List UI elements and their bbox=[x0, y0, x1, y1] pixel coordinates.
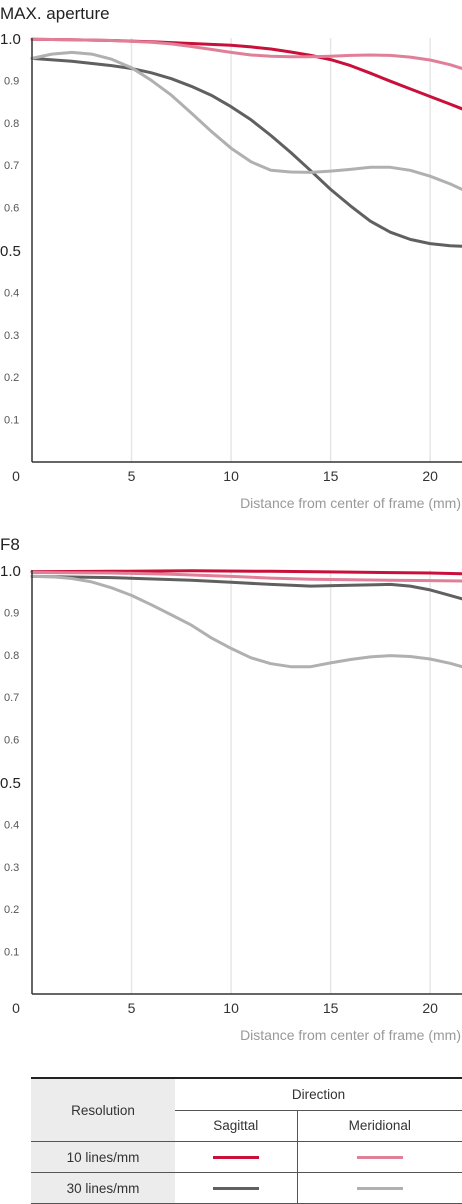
series-line-0 bbox=[30, 37, 462, 111]
y-tick-label: 1.0 bbox=[0, 31, 21, 48]
x-tick-label: 10 bbox=[223, 1000, 239, 1016]
legend-swatch-cell bbox=[297, 1141, 462, 1173]
legend-row-label: 10 lines/mm bbox=[31, 1141, 175, 1173]
series-line-1 bbox=[30, 571, 462, 583]
x-tick-label: 15 bbox=[323, 1000, 339, 1016]
series-line-1 bbox=[30, 37, 462, 70]
y-tick-label: 0.4 bbox=[4, 287, 19, 299]
legend-swatch-cell bbox=[175, 1141, 298, 1173]
y-tick-label: 0.8 bbox=[4, 650, 19, 662]
resolution-header: Resolution bbox=[31, 1077, 175, 1142]
x-tick-label: 20 bbox=[422, 468, 438, 484]
chart-f8: 0.1 0.2 0.3 0.4 0.5 0.6 0.7 0.8 0.9 1.0 0 5 10 15 20 Di… bbox=[0, 563, 462, 1043]
series-line-3 bbox=[30, 50, 462, 191]
y-tick-label: 0.2 bbox=[4, 904, 19, 916]
legend-row-10-lines: 10 lines/mm bbox=[31, 1141, 462, 1173]
chart-title-max-aperture: MAX. aperture bbox=[0, 4, 110, 23]
x-tick-label: 15 bbox=[323, 468, 339, 484]
y-tick-label: 0.7 bbox=[4, 160, 19, 172]
x-tick-label: 5 bbox=[128, 1000, 136, 1016]
legend-swatch-30-sagittal bbox=[212, 1187, 259, 1191]
series-line-2 bbox=[30, 574, 462, 601]
y-tick-label: 0.2 bbox=[4, 372, 19, 384]
series-line-3 bbox=[30, 574, 462, 669]
y-tick-label: 0.1 bbox=[4, 415, 19, 427]
x-tick-label: 5 bbox=[128, 468, 136, 484]
y-tick-label: 0.1 bbox=[4, 947, 19, 959]
legend-row-label: 30 lines/mm bbox=[31, 1172, 175, 1204]
legend-table: Resolution Direction Sagittal Meridional… bbox=[31, 1077, 462, 1204]
y-tick-label: 0.8 bbox=[4, 118, 19, 130]
x-tick-label: 10 bbox=[223, 468, 239, 484]
y-tick-label: 0.9 bbox=[4, 607, 19, 619]
legend-swatch-30-meridional bbox=[356, 1187, 403, 1191]
chart-title-f8: F8 bbox=[0, 535, 20, 554]
legend-swatch-cell bbox=[175, 1172, 298, 1204]
y-tick-label: 0.3 bbox=[4, 330, 19, 342]
y-tick-label: 0.6 bbox=[4, 735, 19, 747]
legend-swatch-10-meridional bbox=[356, 1156, 403, 1160]
legend-swatch-cell bbox=[297, 1172, 462, 1204]
y-tick-label: 0.3 bbox=[4, 862, 19, 874]
legend-row-30-lines: 30 lines/mm bbox=[31, 1172, 462, 1204]
y-tick-label: 0.5 bbox=[0, 243, 21, 260]
series-line-2 bbox=[30, 56, 462, 248]
y-tick-label: 0.5 bbox=[0, 775, 21, 792]
y-tick-label: 0.4 bbox=[4, 819, 19, 831]
y-tick-label: 1.0 bbox=[0, 563, 21, 580]
y-tick-label: 0.9 bbox=[4, 75, 19, 87]
sagittal-header: Sagittal bbox=[175, 1109, 298, 1142]
x-axis-label: Distance from center of frame (mm) bbox=[240, 1027, 461, 1043]
x-tick-label: 20 bbox=[422, 1000, 438, 1016]
chart-max-aperture: 0.1 0.2 0.3 0.4 0.5 0.6 0.7 0.8 0.9 1.0 0 5 10 15 20 Di… bbox=[0, 31, 462, 511]
y-tick-label: 0.7 bbox=[4, 692, 19, 704]
x-axis-label: Distance from center of frame (mm) bbox=[240, 495, 461, 511]
legend-swatch-10-sagittal bbox=[212, 1156, 259, 1160]
y-tick-label: 0.6 bbox=[4, 203, 19, 215]
direction-header: Direction bbox=[175, 1077, 462, 1110]
x-tick-label: 0 bbox=[12, 468, 20, 484]
series-line-0 bbox=[30, 569, 462, 576]
meridional-header: Meridional bbox=[297, 1109, 462, 1142]
x-tick-label: 0 bbox=[12, 1000, 20, 1016]
